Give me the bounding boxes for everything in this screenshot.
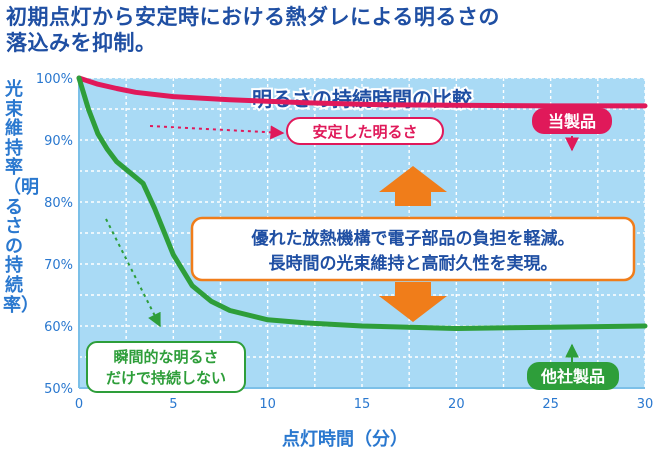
x-tick-label: 5: [169, 397, 177, 412]
legend-competitor-box: [527, 362, 619, 390]
x-tick-labels: 0 5 10 15 20 25 30: [75, 397, 653, 412]
legend-product-box: [532, 108, 612, 134]
gap-arrow-down: [379, 282, 447, 322]
instant-callout-box: [86, 341, 246, 393]
y-tick-labels: 50% 60% 70% 80% 90% 100%: [36, 72, 73, 397]
headline-line-2: 落込みを抑制。: [6, 31, 157, 55]
y-axis-label: 光束維持率（明るさの持続率）: [3, 79, 39, 316]
headline: 初期点灯から安定時における熱ダレによる明るさの 落込みを抑制。: [6, 4, 656, 56]
instant-pointer: [105, 218, 161, 328]
y-tick-label: 60%: [44, 320, 73, 335]
legend-product-label: 当製品: [548, 112, 596, 131]
x-tick-label: 20: [448, 397, 465, 412]
y-tick-label: 50%: [44, 382, 73, 397]
stable-callout-box: [286, 117, 444, 145]
instant-callout-line-1: 瞬間的な明るさ: [113, 348, 218, 366]
x-tick-label: 0: [75, 397, 83, 412]
instant-callout-line-2: だけで持続しない: [106, 369, 226, 387]
stable-pointer: [149, 125, 285, 140]
legend-competitor-label: 他社製品: [540, 367, 605, 386]
series-lines: [76, 75, 648, 331]
x-axis-label: 点灯時間（分）: [282, 429, 408, 450]
x-tick-label: 10: [259, 397, 276, 412]
x-tick-label: 15: [354, 397, 371, 412]
series-line-competitor: [76, 75, 648, 331]
y-tick-label: 70%: [44, 258, 73, 273]
y-tick-label: 100%: [36, 72, 73, 87]
message-box: [190, 216, 636, 282]
series-line-product: [76, 75, 648, 109]
headline-line-1: 初期点灯から安定時における熱ダレによる明るさの: [6, 5, 500, 29]
gap-arrow-up: [379, 166, 447, 206]
message-line-1: 優れた放熱機構で電子部品の負担を軽減。: [251, 228, 575, 249]
message-line-2: 長時間の光束維持と高耐久性を実現。: [269, 253, 558, 274]
stable-callout-text: 安定した明るさ: [312, 123, 417, 141]
y-tick-label: 90%: [44, 134, 73, 149]
y-tick-label: 80%: [44, 196, 73, 211]
x-tick-label: 25: [542, 397, 559, 412]
x-tick-label: 30: [637, 397, 654, 412]
chart-title: 明るさの持続時間の比較: [252, 87, 473, 111]
